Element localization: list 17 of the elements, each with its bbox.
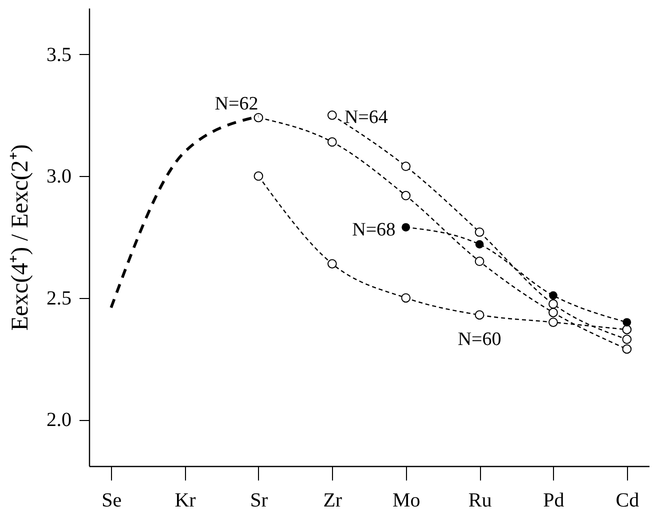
x-tick-label: Se [102,490,122,512]
series-label: N=68 [352,219,396,240]
y-tick-label: 3.0 [46,166,72,188]
x-tick-label: Zr [323,490,342,512]
y-tick-label: 2.5 [46,287,72,310]
x-tick-label: Kr [174,490,196,512]
x-tick-label: Sr [250,490,268,512]
y-axis-title: Eexc(4⁺) / Eexc(2⁺) [8,144,34,331]
x-tick-label: Cd [616,490,640,512]
x-tick-label: Pd [543,490,564,512]
x-tick-label: Mo [392,490,420,512]
series-label: N=62 [214,94,258,115]
y-tick-label: 2.0 [46,409,72,432]
series-label: N=60 [458,328,502,350]
y-tick-label: 3.5 [46,44,72,66]
series-label: N=64 [344,107,388,128]
x-tick-label: Ru [468,490,492,512]
